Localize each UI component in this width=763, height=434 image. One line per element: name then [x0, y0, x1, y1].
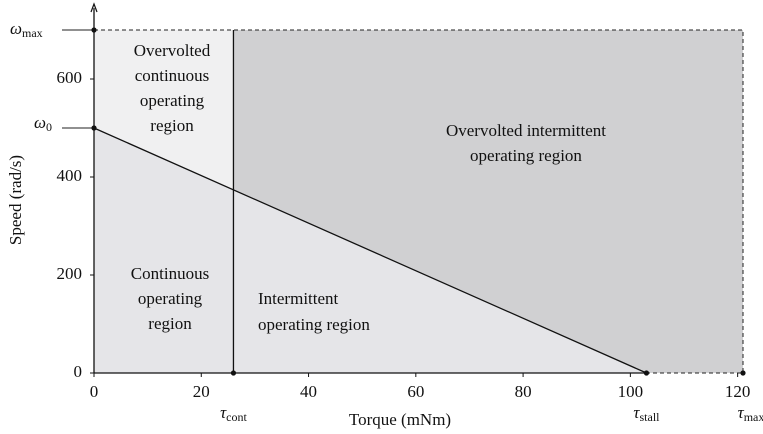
- y-tick-label: 400: [57, 166, 83, 185]
- symbol: τ: [633, 403, 640, 422]
- point: [230, 370, 237, 376]
- region-label: Continuous: [131, 264, 209, 283]
- x-tick-label: 0: [90, 382, 99, 401]
- y-tick-label: 0: [74, 362, 83, 381]
- region-label: region: [150, 116, 194, 135]
- region-label: continuous: [135, 66, 210, 85]
- x-axis-label: Torque (mNm): [349, 410, 451, 429]
- x-tick-label: 20: [193, 382, 210, 401]
- omega-max-label: ωmax: [10, 19, 43, 40]
- subscript: max: [22, 26, 43, 40]
- y-axis-arrow: [90, 2, 98, 13]
- point: [643, 370, 650, 376]
- point: [91, 27, 97, 33]
- subscript: stall: [640, 410, 661, 424]
- speed-torque-line: [93, 127, 647, 374]
- symbol: ω: [10, 19, 22, 38]
- region-label: Overvolted intermittent: [446, 121, 606, 140]
- point: [740, 370, 746, 376]
- region-label: region: [148, 314, 192, 333]
- symbol: τ: [220, 403, 227, 422]
- tau-stall-label: τstall: [633, 403, 660, 424]
- tau-max-label: τmax: [738, 403, 763, 424]
- subscript: max: [744, 410, 763, 424]
- y-tick-label: 600: [57, 68, 83, 87]
- x-tick-label: 80: [515, 382, 532, 401]
- region-label: operating: [140, 91, 205, 110]
- subscript: 0: [46, 120, 52, 134]
- tau-cont-label: τcont: [220, 403, 247, 424]
- x-tick-label: 120: [725, 382, 751, 401]
- region-label: operating region: [470, 146, 582, 165]
- point: [91, 125, 97, 131]
- region-label: Overvolted: [134, 41, 211, 60]
- symbol: τ: [738, 403, 745, 422]
- region-label: operating region: [258, 315, 370, 334]
- x-tick-label: 40: [300, 382, 317, 401]
- x-tick-label: 60: [407, 382, 424, 401]
- region-label: operating: [138, 289, 203, 308]
- subscript: cont: [226, 410, 247, 424]
- omega-0-label: ω0: [34, 113, 52, 134]
- max-envelope: [94, 29, 744, 374]
- x-tick-label: 100: [618, 382, 644, 401]
- region-label: Intermittent: [258, 289, 339, 308]
- symbol: ω: [34, 113, 46, 132]
- y-axis-label: Speed (rad/s): [6, 155, 25, 245]
- y-tick-label: 200: [57, 264, 83, 283]
